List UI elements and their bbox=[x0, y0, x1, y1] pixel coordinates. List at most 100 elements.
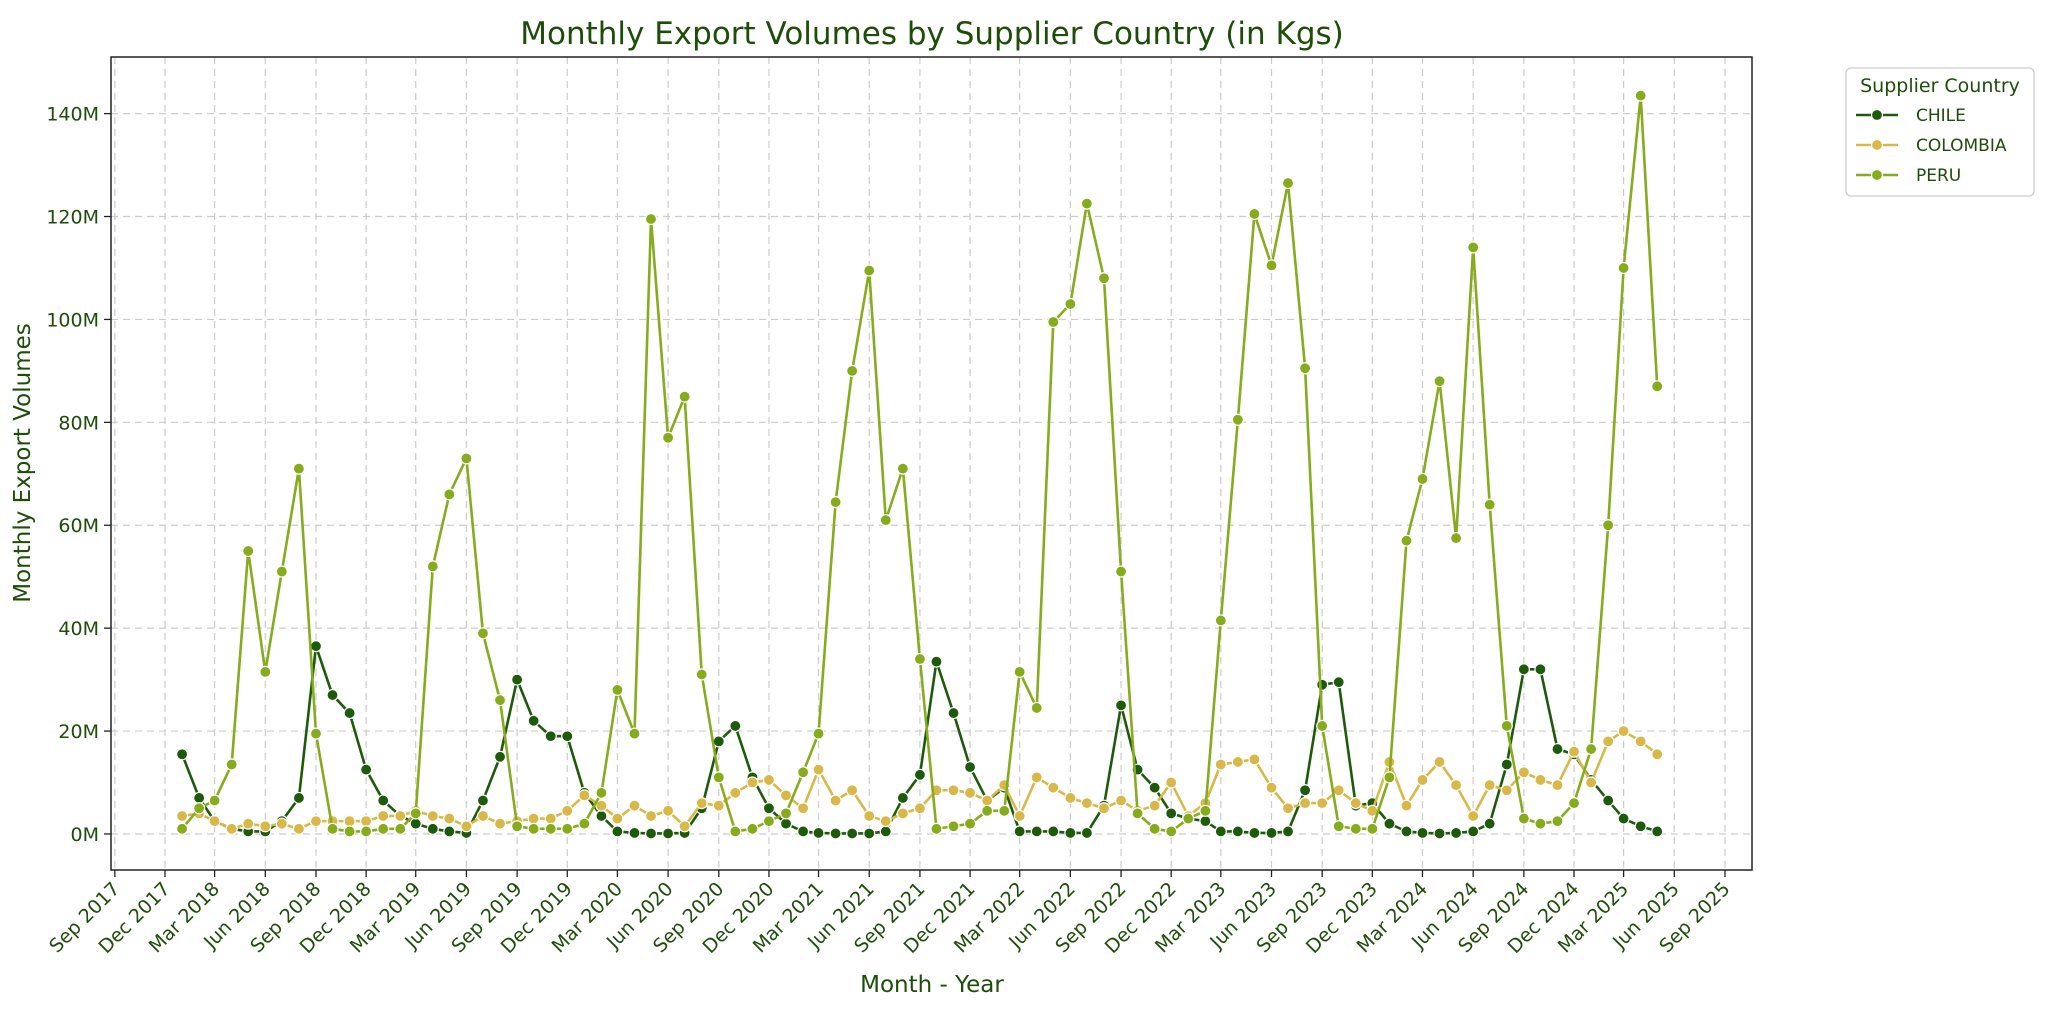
data-point-colombia bbox=[1013, 809, 1026, 823]
data-point-peru bbox=[394, 822, 407, 835]
data-point-chile bbox=[527, 714, 540, 727]
data-point-colombia bbox=[611, 812, 624, 825]
data-point-peru bbox=[193, 802, 206, 815]
data-point-peru bbox=[377, 822, 390, 835]
data-point-colombia bbox=[981, 794, 994, 807]
data-point-peru bbox=[981, 804, 994, 817]
data-point-colombia bbox=[1584, 776, 1598, 789]
data-point-chile bbox=[1281, 825, 1295, 838]
data-point-colombia bbox=[476, 809, 490, 823]
data-point-chile bbox=[309, 640, 323, 653]
data-point-peru bbox=[644, 212, 658, 226]
data-point-chile bbox=[292, 791, 306, 805]
data-point-chile bbox=[409, 817, 422, 830]
data-point-peru bbox=[1182, 812, 1195, 825]
data-point-peru bbox=[695, 668, 708, 681]
data-point-colombia bbox=[913, 802, 927, 815]
data-point-peru bbox=[963, 817, 977, 830]
chart-title: Monthly Export Volumes by Supplier Count… bbox=[520, 16, 1344, 52]
data-point-chile bbox=[1047, 825, 1060, 838]
data-point-chile bbox=[930, 655, 943, 668]
data-point-chile bbox=[1030, 825, 1043, 838]
data-point-colombia bbox=[662, 804, 675, 817]
data-point-peru bbox=[930, 822, 943, 835]
data-point-peru bbox=[863, 264, 876, 277]
legend-label: COLOMBIA bbox=[1916, 136, 2007, 156]
data-point-peru bbox=[1316, 719, 1329, 733]
data-point-peru bbox=[208, 794, 221, 807]
data-point-peru bbox=[1467, 241, 1480, 254]
data-point-colombia bbox=[644, 809, 658, 823]
data-point-chile bbox=[628, 826, 641, 840]
legend-swatch-marker bbox=[1870, 168, 1884, 182]
data-point-peru bbox=[1080, 197, 1093, 210]
legend-entry-peru: PERU bbox=[1856, 166, 1961, 186]
data-point-peru bbox=[797, 766, 810, 779]
data-point-chile bbox=[1433, 827, 1446, 840]
data-point-chile bbox=[1114, 699, 1128, 712]
data-point-colombia bbox=[729, 786, 742, 799]
data-point-peru bbox=[1332, 820, 1345, 833]
data-point-peru bbox=[812, 727, 825, 740]
data-point-chile bbox=[812, 826, 825, 840]
data-point-colombia bbox=[947, 784, 960, 797]
data-point-colombia bbox=[595, 799, 608, 812]
data-point-chile bbox=[595, 809, 608, 823]
data-point-peru bbox=[1500, 719, 1513, 733]
data-point-peru bbox=[242, 544, 255, 558]
data-point-colombia bbox=[1299, 797, 1312, 810]
data-point-colombia bbox=[1114, 794, 1128, 807]
data-point-colombia bbox=[863, 809, 876, 823]
data-point-peru bbox=[1214, 614, 1227, 627]
data-point-peru bbox=[175, 822, 189, 835]
data-point-peru bbox=[1064, 297, 1077, 311]
data-point-colombia bbox=[360, 815, 373, 828]
data-point-chile bbox=[360, 763, 373, 776]
plot-frame bbox=[110, 56, 1753, 871]
data-point-chile bbox=[712, 735, 725, 748]
data-point-chile bbox=[326, 688, 339, 702]
data-point-chile bbox=[1148, 781, 1161, 794]
data-point-peru bbox=[309, 727, 323, 740]
data-point-colombia bbox=[628, 799, 641, 812]
data-point-peru bbox=[1013, 665, 1026, 678]
data-point-peru bbox=[1097, 272, 1111, 285]
data-point-colombia bbox=[561, 804, 574, 817]
data-point-chile bbox=[729, 719, 742, 733]
data-point-chile bbox=[1617, 812, 1630, 825]
data-point-peru bbox=[595, 786, 608, 799]
data-point-colombia bbox=[1097, 802, 1111, 815]
data-point-chile bbox=[797, 825, 810, 838]
data-point-colombia bbox=[1165, 776, 1178, 789]
data-point-chile bbox=[561, 730, 574, 743]
data-point-chile bbox=[511, 673, 524, 686]
data-point-peru bbox=[1131, 807, 1144, 820]
data-point-peru bbox=[1231, 413, 1244, 426]
data-point-peru bbox=[1651, 380, 1664, 393]
data-point-chile bbox=[1500, 758, 1513, 771]
data-point-chile bbox=[611, 825, 624, 838]
legend-swatch-marker bbox=[1870, 138, 1884, 152]
data-point-peru bbox=[947, 820, 960, 833]
data-point-colombia bbox=[846, 784, 859, 797]
data-point-colombia bbox=[1617, 724, 1630, 738]
data-point-chile bbox=[662, 827, 675, 840]
data-point-colombia bbox=[1400, 799, 1413, 812]
data-point-peru bbox=[1349, 822, 1362, 835]
data-point-chile bbox=[193, 791, 206, 805]
data-point-chile bbox=[879, 825, 892, 838]
data-point-peru bbox=[1517, 812, 1530, 825]
data-point-peru bbox=[343, 825, 356, 838]
data-point-peru bbox=[1584, 742, 1598, 756]
data-point-colombia bbox=[527, 812, 540, 825]
data-point-colombia bbox=[1080, 797, 1093, 810]
data-point-chile bbox=[1383, 817, 1396, 830]
data-point-chile bbox=[1483, 817, 1496, 830]
data-point-chile bbox=[544, 730, 557, 743]
data-point-colombia bbox=[242, 817, 255, 830]
data-point-colombia bbox=[426, 809, 439, 823]
data-point-colombia bbox=[1047, 781, 1060, 794]
data-point-colombia bbox=[493, 817, 507, 830]
data-point-peru bbox=[762, 815, 776, 828]
data-point-colombia bbox=[259, 820, 272, 833]
